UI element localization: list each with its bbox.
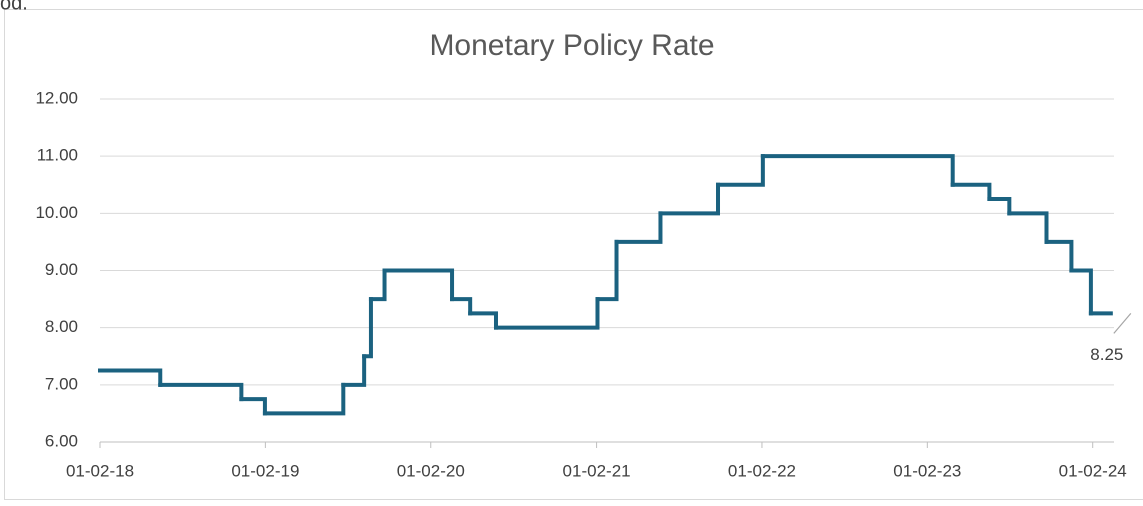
chart-frame: [4, 9, 1143, 500]
step-segment: [716, 154, 765, 187]
step-segment: [1069, 268, 1093, 316]
x-tick-label: 01-02-21: [563, 461, 631, 480]
x-tick-label: 01-02-19: [231, 461, 299, 480]
y-tick-label: 12.00: [35, 88, 78, 107]
y-tick-label: 11.00: [37, 146, 78, 165]
y-tick-label: 10.00: [35, 203, 78, 222]
chart-title: Monetary Policy Rate: [429, 29, 714, 62]
y-tick-label: 7.00: [45, 374, 78, 393]
data-label: 8.25: [1090, 345, 1123, 364]
step-segment: [950, 182, 992, 202]
x-tick-label: 01-02-23: [893, 461, 961, 480]
step-segment: [760, 154, 955, 187]
step-segment: [493, 297, 600, 330]
step-segment: [158, 382, 244, 402]
step-segment: [1007, 211, 1049, 244]
step-segment: [658, 182, 721, 216]
step-segment: [368, 268, 387, 302]
step-segment: [987, 197, 1012, 216]
step-segment: [614, 211, 663, 244]
y-tick-label: 8.00: [45, 317, 78, 336]
x-tick-label: 01-02-24: [1059, 461, 1127, 480]
y-tick-label: 6.00: [45, 431, 78, 450]
y-tick-label: 9.00: [45, 260, 78, 279]
step-segment: [468, 311, 498, 330]
cropped-text: od.: [0, 0, 28, 14]
step-segment: [341, 354, 367, 387]
x-tick-label: 01-02-22: [728, 461, 796, 480]
step-segment: [1044, 239, 1074, 273]
step-segment: [382, 268, 455, 302]
x-tick-label: 01-02-18: [66, 461, 134, 480]
step-segment: [98, 368, 163, 387]
step-segment: [239, 397, 267, 416]
step-segment: [362, 297, 373, 359]
step-segment: [262, 382, 346, 416]
leader-line: [1113, 312, 1132, 334]
x-tick-label: 01-02-20: [397, 461, 465, 480]
step-segment: [595, 239, 619, 302]
step-segment: [450, 297, 473, 316]
